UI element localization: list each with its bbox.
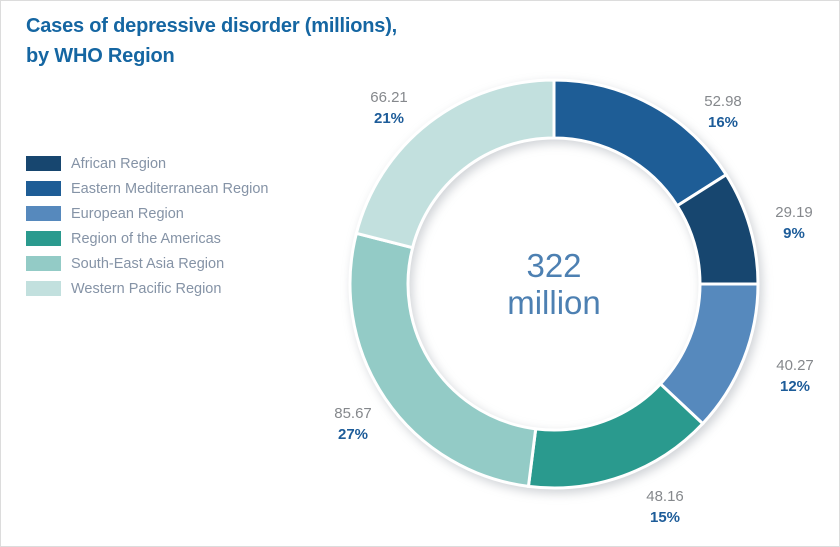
- legend-item-eastern-mediterranean-region: Eastern Mediterranean Region: [26, 176, 268, 201]
- legend-label: European Region: [71, 205, 184, 222]
- total-unit: million: [507, 284, 601, 321]
- legend: African Region Eastern Mediterranean Reg…: [26, 151, 268, 301]
- slice-percent: 27%: [337, 426, 369, 443]
- legend-label: African Region: [71, 155, 167, 172]
- legend-swatch-eastern-mediterranean-region: [26, 181, 61, 196]
- slice-label-americas: 48.16 15%: [646, 486, 684, 528]
- legend-item-european-region: European Region: [26, 201, 268, 226]
- slice-label-european: 40.27 12%: [776, 355, 814, 397]
- legend-item-western-pacific-region: Western Pacific Region: [26, 276, 268, 301]
- legend-swatch-western-pacific-region: [26, 281, 61, 296]
- legend-swatch-european-region: [26, 206, 61, 221]
- total-value: 322: [526, 247, 582, 284]
- chart-title-line1: Cases of depressive disorder (millions),: [26, 15, 398, 37]
- slice-value: 66.21: [370, 89, 408, 106]
- slice-percent: 16%: [707, 114, 739, 131]
- chart-title-line2: by WHO Region: [26, 45, 175, 67]
- slice-value: 52.98: [704, 93, 742, 110]
- slice-label-eastern-mediterranean: 52.98 16%: [704, 91, 742, 133]
- donut-slice-south-east-asia: [348, 231, 538, 489]
- slice-value: 85.67: [334, 405, 372, 422]
- legend-swatch-african-region: [26, 156, 61, 171]
- slice-value: 40.27: [776, 357, 814, 374]
- slice-label-western-pacific: 66.21 21%: [370, 87, 408, 129]
- chart-title: Cases of depressive disorder (millions),…: [26, 11, 397, 71]
- slice-value: 29.19: [775, 204, 813, 221]
- slice-percent: 12%: [779, 378, 811, 395]
- slice-percent: 15%: [649, 509, 681, 526]
- legend-swatch-region-of-the-americas: [26, 231, 61, 246]
- donut-slice-americas: [526, 381, 705, 490]
- legend-label: Region of the Americas: [71, 230, 221, 247]
- slice-percent: 21%: [373, 110, 405, 127]
- legend-label: South-East Asia Region: [71, 255, 225, 272]
- legend-label: Eastern Mediterranean Region: [71, 180, 269, 197]
- legend-swatch-south-east-asia-region: [26, 256, 61, 271]
- donut-slice-western-pacific: [354, 78, 556, 250]
- slice-label-african: 29.19 9%: [775, 202, 813, 244]
- donut-slice-eastern-mediterranean: [552, 78, 729, 208]
- legend-item-region-of-the-americas: Region of the Americas: [26, 226, 268, 251]
- legend-item-african-region: African Region: [26, 151, 268, 176]
- slice-value: 48.16: [646, 488, 684, 505]
- slice-percent: 9%: [783, 225, 805, 242]
- legend-item-south-east-asia-region: South-East Asia Region: [26, 251, 268, 276]
- legend-label: Western Pacific Region: [71, 280, 222, 297]
- slice-label-south-east-asia: 85.67 27%: [334, 403, 372, 445]
- donut-center-label: 322 million: [507, 247, 601, 321]
